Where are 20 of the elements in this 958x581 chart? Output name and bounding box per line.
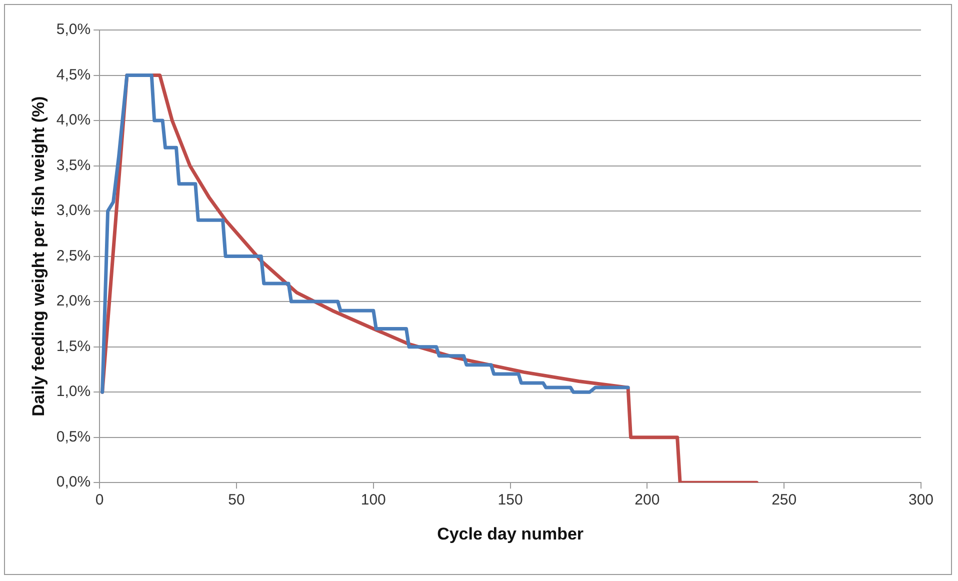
y-tick-label: 3,5% (56, 156, 91, 174)
y-tick-label: 3,0% (56, 202, 91, 220)
x-tick-label: 300 (908, 492, 934, 509)
x-tick-label: 150 (498, 492, 523, 509)
x-tick-label: 250 (772, 492, 797, 509)
y-tick-label: 1,0% (56, 383, 91, 400)
x-tick-label: 0 (95, 492, 104, 509)
y-tick-label: 2,5% (56, 247, 91, 264)
y-tick-label: 0,0% (56, 474, 91, 491)
y-tick-label: 1,5% (56, 338, 91, 355)
y-tick-label: 4,5% (56, 66, 91, 84)
y-tick-label: 0,5% (56, 428, 91, 446)
y-axis-title: Daily feeding weight per fish weight (%) (28, 96, 48, 416)
x-tick-label: 50 (228, 492, 245, 509)
x-tick-label: 200 (634, 492, 660, 509)
y-tick-label: 5,0% (56, 21, 91, 38)
y-tick-label: 4,0% (56, 112, 91, 129)
x-axis-title: Cycle day number (437, 524, 584, 544)
y-tick-label: 2,0% (56, 292, 91, 310)
x-tick-label: 100 (360, 492, 386, 509)
